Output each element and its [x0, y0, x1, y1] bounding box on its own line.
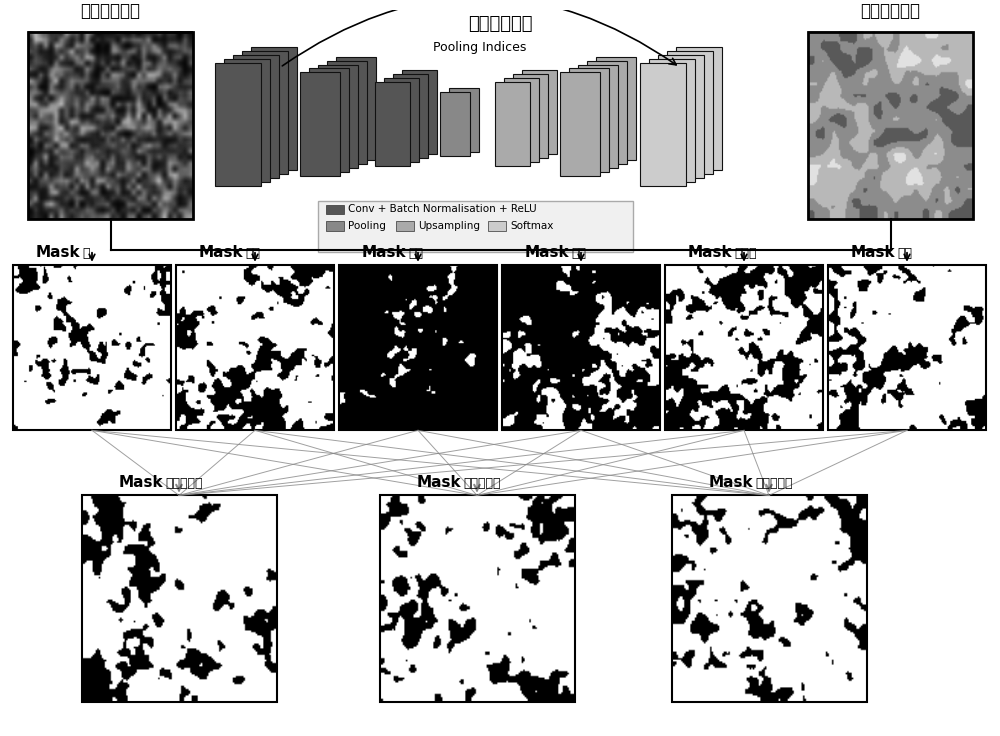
Bar	[449, 88, 479, 152]
Text: 弱纹理地物: 弱纹理地物	[756, 478, 793, 490]
Text: 输入遥感影像: 输入遥感影像	[80, 2, 140, 20]
Text: 冰雪: 冰雪	[571, 247, 586, 260]
Bar	[326, 205, 344, 214]
Bar	[587, 60, 627, 164]
Bar	[402, 71, 437, 155]
FancyArrowPatch shape	[282, 0, 676, 66]
Bar	[336, 57, 376, 160]
Bar	[318, 65, 358, 168]
Text: Mask: Mask	[361, 245, 406, 260]
Text: 云: 云	[82, 247, 90, 260]
Bar	[513, 74, 548, 158]
Bar	[28, 32, 193, 219]
Bar	[560, 72, 600, 176]
Text: 建筑物: 建筑物	[734, 247, 757, 260]
Bar	[380, 495, 575, 702]
Text: Mask: Mask	[524, 245, 569, 260]
Text: 卷积神经网络: 卷积神经网络	[468, 15, 532, 33]
Bar	[808, 32, 973, 219]
Text: Mask: Mask	[687, 245, 732, 260]
Text: 水面: 水面	[408, 247, 423, 260]
Text: Mask: Mask	[198, 245, 243, 260]
Text: Mask: Mask	[35, 245, 80, 260]
Bar	[224, 59, 270, 182]
Bar	[309, 68, 349, 172]
Bar	[495, 82, 530, 166]
Text: Upsampling: Upsampling	[418, 222, 480, 231]
Bar	[326, 222, 344, 231]
Bar	[327, 60, 367, 164]
Bar	[502, 265, 660, 431]
Text: Softmax: Softmax	[510, 222, 553, 231]
Bar	[522, 71, 557, 155]
Text: Pooling Indices: Pooling Indices	[433, 41, 527, 54]
Text: Conv + Batch Normalisation + ReLU: Conv + Batch Normalisation + ReLU	[348, 205, 537, 214]
Bar	[13, 265, 171, 431]
Bar	[672, 495, 867, 702]
Bar	[665, 265, 823, 431]
Bar	[640, 63, 686, 185]
Bar	[339, 265, 497, 431]
Bar	[384, 78, 419, 162]
Text: 树木: 树木	[897, 247, 912, 260]
Bar	[504, 78, 539, 162]
Text: 阴影: 阴影	[245, 247, 260, 260]
Text: Mask: Mask	[119, 475, 164, 490]
Bar	[658, 54, 704, 178]
Text: Mask: Mask	[417, 475, 462, 490]
Bar	[242, 51, 288, 174]
Bar	[318, 201, 633, 252]
Text: 不稳定地物: 不稳定地物	[166, 478, 203, 490]
Text: Pooling: Pooling	[348, 222, 386, 231]
Bar	[375, 82, 410, 166]
Text: 输出分割结果: 输出分割结果	[860, 2, 920, 20]
Bar	[649, 59, 695, 182]
Bar	[233, 54, 279, 178]
Bar	[393, 74, 428, 158]
Text: 非地面地物: 非地面地物	[464, 478, 501, 490]
Bar	[300, 72, 340, 176]
Bar	[251, 47, 297, 170]
Bar	[440, 92, 470, 156]
Text: Mask: Mask	[850, 245, 895, 260]
Bar	[176, 265, 334, 431]
Bar	[569, 68, 609, 172]
Bar	[578, 65, 618, 168]
Bar	[215, 63, 261, 185]
Bar	[676, 47, 722, 170]
Bar	[828, 265, 986, 431]
Bar	[82, 495, 277, 702]
Bar	[667, 51, 713, 174]
Bar	[488, 222, 506, 231]
Bar	[396, 222, 414, 231]
Text: Mask: Mask	[709, 475, 754, 490]
Bar	[596, 57, 636, 160]
